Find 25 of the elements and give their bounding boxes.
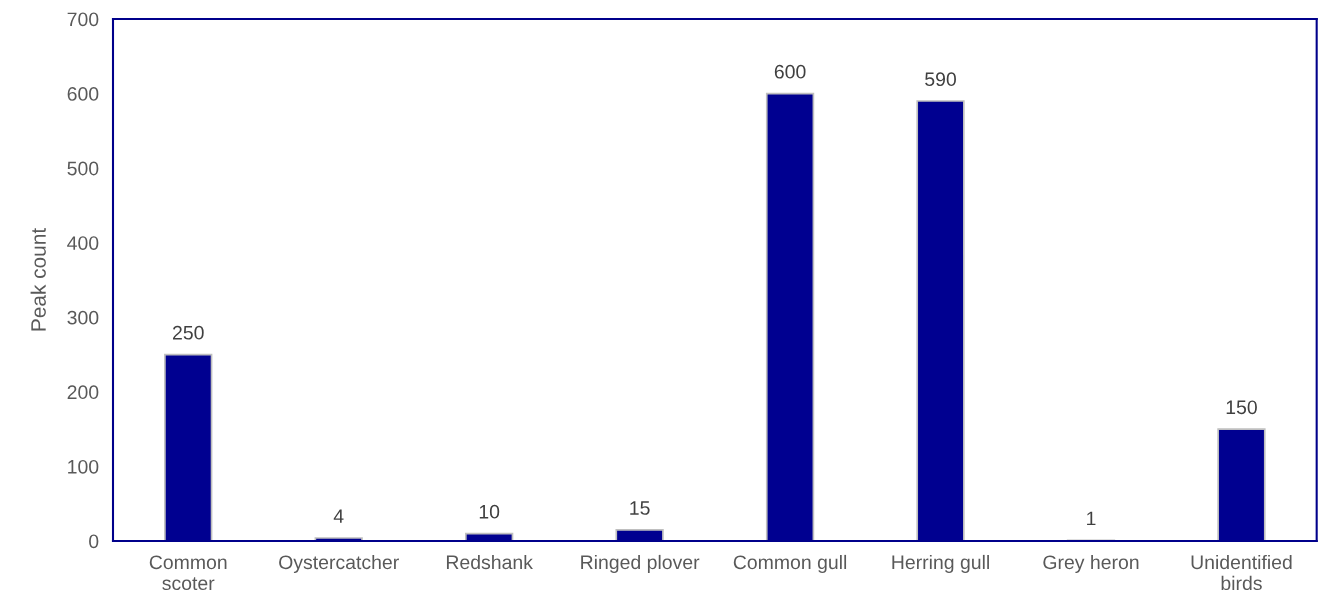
y-tick-label: 500 bbox=[67, 161, 99, 176]
data-label: 590 bbox=[925, 72, 956, 87]
x-tick-label: Grey heron bbox=[1043, 554, 1139, 574]
y-tick-label: 300 bbox=[67, 310, 99, 325]
x-tick-label: Redshank bbox=[446, 554, 533, 570]
y-tick-label: 100 bbox=[68, 459, 99, 474]
x-tick-label: Oystercatcher bbox=[279, 554, 399, 574]
y-tick-label: 600 bbox=[67, 87, 99, 101]
x-tick-label: Common gull bbox=[733, 554, 847, 574]
y-tick-label: 0 bbox=[89, 534, 99, 549]
data-label: 15 bbox=[630, 501, 650, 515]
data-label: 250 bbox=[172, 325, 204, 340]
data-label: 10 bbox=[479, 504, 500, 519]
x-tick-label: Ringed plover bbox=[581, 554, 700, 574]
y-tick-label: 200 bbox=[67, 385, 99, 400]
y-tick-label: 700 bbox=[67, 12, 99, 27]
x-tick-label: Common scoter bbox=[149, 555, 227, 591]
data-label: 150 bbox=[1226, 400, 1257, 415]
data-label: 4 bbox=[333, 509, 344, 523]
data-label: 600 bbox=[774, 64, 806, 79]
x-tick-label: Herring gull bbox=[892, 554, 989, 574]
y-tick-label: 400 bbox=[67, 236, 99, 250]
y-axis-title: Peak count bbox=[30, 228, 46, 331]
data-label: 1 bbox=[1087, 511, 1096, 526]
x-tick-label: Unidentified birds bbox=[1191, 554, 1292, 591]
